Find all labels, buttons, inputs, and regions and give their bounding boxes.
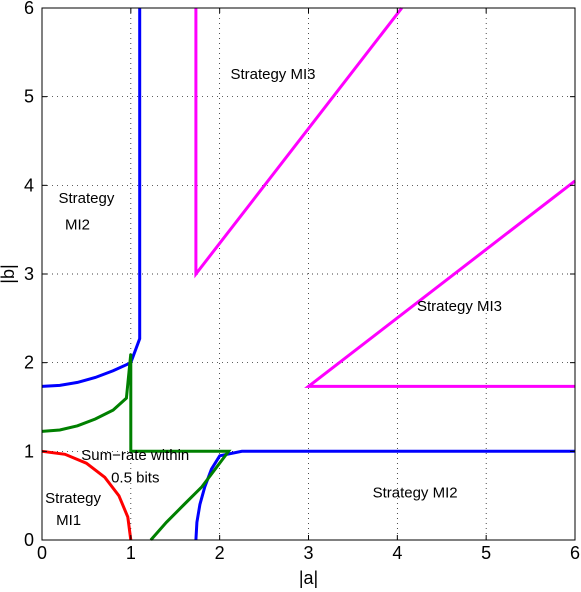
y-tick-label: 3: [24, 264, 34, 284]
series-line-5: [194, 7, 403, 279]
y-tick-label: 1: [24, 441, 34, 461]
x-tick-label: 4: [392, 543, 402, 563]
x-tick-label: 2: [215, 543, 225, 563]
series-line-2: [41, 8, 142, 388]
x-tick-label: 3: [303, 543, 313, 563]
ticks: 0 1 2 3 4 5 6 0 1 2 3 4 5 6: [24, 0, 580, 563]
series-line-1: [41, 449, 133, 541]
x-tick-label: 0: [37, 543, 47, 563]
x-tick-label: 5: [481, 543, 491, 563]
y-tick-label: 0: [24, 530, 34, 550]
region-annotation: MI1: [56, 512, 81, 529]
x-tick-label: 1: [126, 543, 136, 563]
y-tick-label: 2: [24, 353, 34, 373]
series-group: [41, 7, 576, 541]
region-annotation: Strategy MI2: [373, 484, 458, 501]
y-tick-label: 5: [24, 87, 34, 107]
region-annotation: Strategy: [58, 190, 114, 207]
region-annotation: Sum−rate within: [81, 447, 189, 464]
y-axis-label: |b|: [0, 264, 18, 283]
x-tick-label: 6: [570, 543, 580, 563]
series-line-4: [41, 353, 232, 541]
series-line-6: [304, 179, 576, 388]
region-annotation: Strategy MI3: [230, 66, 315, 83]
region-annotation: MI2: [65, 217, 90, 234]
annotations: Strategy MI3 Strategy MI2 Strategy MI3 Sum−r…: [45, 66, 502, 529]
region-annotation: 0.5 bits: [111, 469, 159, 486]
x-axis-label: |a|: [299, 568, 318, 588]
grid: [42, 8, 575, 540]
region-annotation: Strategy MI3: [417, 298, 502, 315]
region-annotation: Strategy: [45, 490, 101, 507]
y-tick-label: 4: [24, 175, 34, 195]
y-tick-label: 6: [24, 0, 34, 18]
